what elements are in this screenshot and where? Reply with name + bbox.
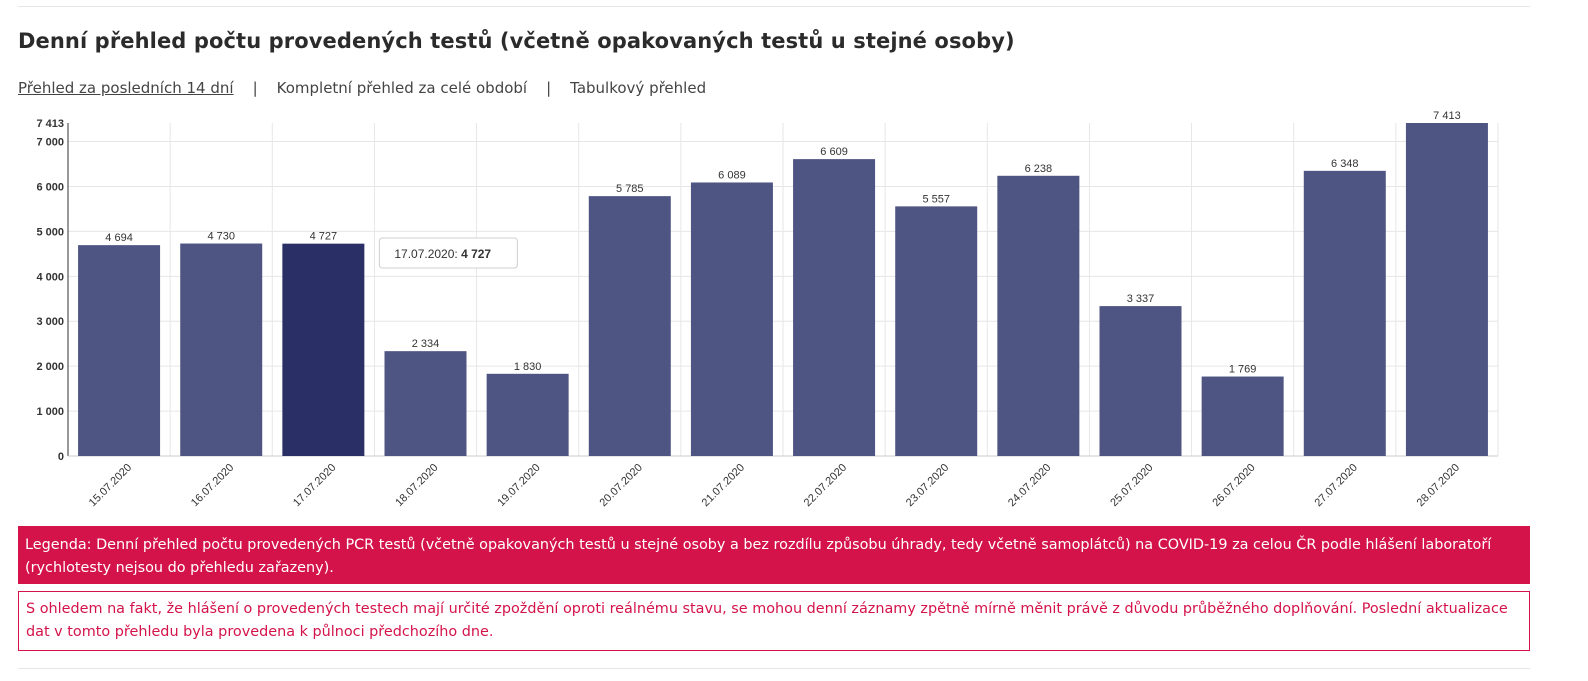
x-tick-label: 27.07.2020 [1312,462,1359,509]
y-tick-label: 2 000 [36,361,64,373]
x-tick-label: 22.07.2020 [802,462,849,509]
tab-table-view[interactable]: Tabulkový přehled [570,79,707,97]
tooltip-separator: : [454,247,461,261]
bar-value-label: 2 334 [412,338,440,350]
bar[interactable] [588,196,671,456]
bar[interactable] [793,159,876,456]
view-tabs: Přehled za posledních 14 dní | Kompletní… [18,79,706,97]
bar[interactable] [1099,306,1182,456]
bar[interactable] [690,182,773,456]
y-tick-label: 7 000 [36,137,64,149]
bar[interactable] [486,373,569,456]
y-tick-label: 4 000 [36,271,64,283]
bar[interactable] [1405,123,1488,456]
bar-value-label: 7 413 [1433,110,1461,122]
x-tick-label: 20.07.2020 [597,462,644,509]
y-tick-label: 1 000 [36,406,64,418]
daily-tests-bar-chart: 0 1 000 2 000 3 000 4 000 5 000 6 000 7 000 7 41… [36,110,1499,509]
legend-box: Legenda: Denní přehled počtu provedených… [18,526,1530,584]
y-max-label: 7 413 [36,118,64,130]
bar-value-label: 3 337 [1127,293,1155,305]
tab-separator: | [546,79,552,97]
x-tick-label: 15.07.2020 [87,462,134,509]
top-divider [18,6,1530,7]
bar[interactable] [282,243,365,456]
bar[interactable] [895,206,978,456]
y-tick-label: 5 000 [36,226,64,238]
bar-tooltip: 17.07.2020: 4 727 [378,237,518,269]
y-tick-label: 6 000 [36,181,64,193]
x-tick-label: 25.07.2020 [1108,462,1155,509]
y-tick-label: 3 000 [36,316,64,328]
bar-value-label: 6 089 [718,169,746,181]
x-tick-label: 18.07.2020 [393,462,440,509]
bar-value-label: 6 348 [1331,158,1359,170]
tab-last-14-days[interactable]: Přehled za posledních 14 dní [18,79,234,97]
bar[interactable] [78,245,161,456]
x-tick-label: 16.07.2020 [189,462,236,509]
update-note-text: S ohledem na fakt, že hlášení o proveden… [26,601,1508,640]
tooltip-date: 17.07.2020 [394,247,454,261]
bar-value-label: 4 730 [207,231,235,243]
tooltip-background [378,237,518,269]
bar[interactable] [1201,376,1284,456]
bar-value-label: 5 557 [922,193,950,205]
bar-value-label: 1 830 [514,361,542,373]
bar-value-label: 4 727 [310,231,338,243]
bar-value-label: 5 785 [616,183,644,195]
tab-full-period[interactable]: Kompletní přehled za celé období [276,79,528,97]
x-tick-label: 17.07.2020 [291,462,338,509]
update-note-box: S ohledem na fakt, že hlášení o proveden… [18,591,1530,651]
bar[interactable] [997,175,1080,456]
bar-value-label: 4 694 [105,232,133,244]
bar-value-label: 6 609 [820,146,848,158]
legend-text: Legenda: Denní přehled počtu provedených… [25,537,1492,576]
bar[interactable] [384,351,467,456]
y-tick-label: 0 [58,451,64,463]
bottom-divider [18,668,1530,669]
x-tick-label: 19.07.2020 [495,462,542,509]
bar-value-label: 1 769 [1229,364,1257,376]
bar-value-label: 6 238 [1025,163,1053,175]
x-tick-label: 28.07.2020 [1415,462,1462,509]
x-tick-label: 26.07.2020 [1210,462,1257,509]
bar[interactable] [180,243,263,456]
x-tick-label: 24.07.2020 [1006,462,1053,509]
bar[interactable] [1303,170,1386,457]
page-title: Denní přehled počtu provedených testů (v… [18,29,1015,53]
tab-separator: | [252,79,258,97]
x-tick-label: 21.07.2020 [700,462,747,509]
x-tick-label: 23.07.2020 [904,462,951,509]
